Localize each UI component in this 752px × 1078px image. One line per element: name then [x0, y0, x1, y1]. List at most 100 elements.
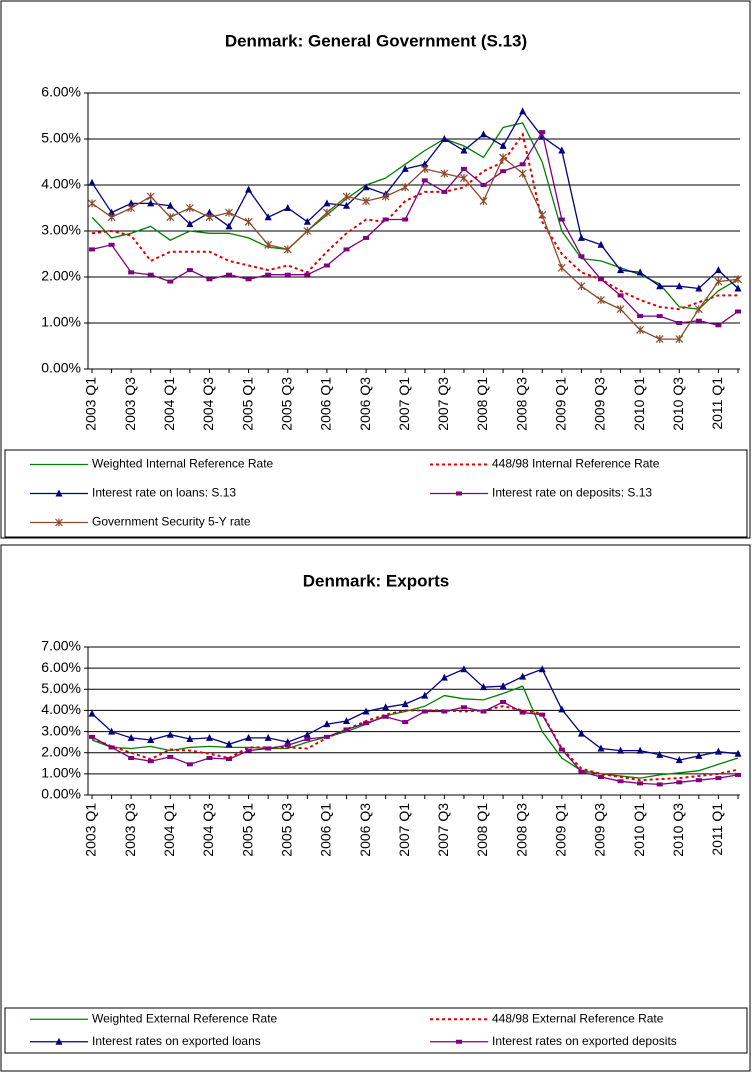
marker [147, 272, 154, 277]
marker [519, 107, 527, 115]
marker [382, 703, 390, 711]
marker [656, 314, 663, 319]
marker [558, 747, 565, 752]
x-tick-label: 2010 Q3 [670, 377, 686, 431]
x-tick-label: 2004 Q3 [200, 377, 216, 431]
marker [734, 749, 742, 757]
marker [519, 710, 526, 715]
x-tick-label: 2007 Q3 [435, 377, 451, 431]
y-tick-label: 6.00% [41, 659, 81, 675]
marker [362, 197, 370, 206]
marker [695, 318, 702, 323]
marker [655, 335, 664, 344]
marker [499, 682, 507, 690]
marker [303, 730, 311, 738]
marker [456, 491, 462, 496]
marker [166, 213, 175, 222]
marker [421, 709, 428, 714]
x-tick-label: 2006 Q1 [318, 803, 334, 857]
marker [166, 730, 174, 738]
x-tick-label: 2004 Q1 [161, 377, 177, 431]
marker [89, 247, 95, 252]
marker [402, 217, 409, 222]
marker [226, 757, 233, 762]
marker [382, 714, 389, 719]
marker [577, 282, 586, 291]
marker [167, 754, 174, 759]
marker [499, 141, 507, 149]
marker [88, 178, 96, 186]
marker [637, 781, 644, 786]
marker [637, 314, 644, 319]
x-tick-label: 2008 Q3 [513, 377, 529, 431]
marker [343, 727, 350, 732]
legend-label: Weighted External Reference Rate [92, 1011, 278, 1025]
y-tick-label: 3.00% [41, 222, 81, 238]
legend-label: Government Security 5-Y rate [92, 515, 251, 529]
marker [735, 309, 741, 314]
y-tick-label: 0.00% [41, 360, 81, 376]
marker [127, 733, 135, 741]
marker [342, 192, 351, 201]
marker [500, 699, 507, 704]
marker [284, 272, 291, 277]
legend-label: Weighted Internal Reference Rate [92, 457, 274, 471]
marker [694, 305, 703, 314]
marker [617, 266, 625, 274]
marker [597, 277, 604, 282]
marker [265, 746, 272, 751]
marker [401, 164, 409, 172]
x-tick-label: 2006 Q3 [357, 377, 373, 431]
x-tick-label: 2007 Q1 [396, 803, 412, 857]
marker [108, 745, 115, 750]
x-tick-label: 2005 Q1 [239, 377, 255, 431]
marker [363, 235, 370, 240]
marker [166, 201, 174, 209]
marker [636, 268, 644, 276]
marker [362, 707, 370, 715]
x-tick-label: 2006 Q3 [357, 803, 373, 857]
marker [303, 217, 311, 225]
legend [4, 1007, 748, 1054]
marker [714, 266, 722, 274]
marker [675, 282, 683, 290]
chart-title: Denmark: General Government (S.13) [225, 31, 527, 50]
legend-label: 448/98 External Reference Rate [492, 1011, 664, 1025]
marker [460, 705, 467, 710]
marker [303, 227, 312, 235]
marker [323, 734, 330, 739]
marker [617, 746, 625, 754]
marker [441, 709, 448, 714]
x-tick-label: 2009 Q3 [592, 377, 608, 431]
y-tick-label: 5.00% [41, 680, 81, 696]
marker [518, 169, 527, 178]
legend [4, 449, 748, 538]
marker [456, 1039, 462, 1044]
legend-label: Interest rates on exported deposits [492, 1034, 677, 1048]
marker [186, 268, 193, 273]
x-tick-label: 2005 Q3 [278, 803, 294, 857]
marker [636, 325, 645, 334]
x-tick-label: 2008 Q3 [513, 803, 529, 857]
marker [480, 709, 487, 714]
marker [226, 272, 233, 277]
marker [108, 242, 115, 247]
marker [539, 712, 546, 717]
x-tick-label: 2004 Q1 [161, 803, 177, 857]
y-tick-label: 0.00% [41, 786, 81, 802]
x-tick-label: 2004 Q3 [200, 803, 216, 857]
marker [616, 305, 625, 314]
series-line [91, 130, 739, 326]
x-tick-label: 2010 Q3 [670, 803, 686, 857]
marker [146, 192, 155, 201]
marker [519, 162, 526, 167]
marker [597, 744, 605, 752]
x-tick-label: 2008 Q1 [474, 377, 490, 431]
marker [558, 146, 566, 154]
marker [304, 272, 311, 277]
marker [89, 734, 95, 739]
marker [578, 769, 585, 774]
marker [714, 747, 722, 755]
marker [421, 160, 429, 168]
marker [519, 672, 527, 680]
